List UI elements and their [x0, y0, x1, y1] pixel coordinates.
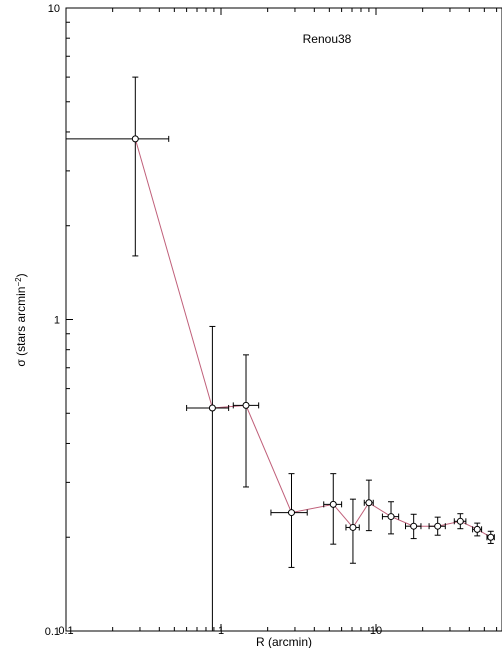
series-line [134, 138, 492, 538]
plot-area [65, 7, 502, 632]
data-point-marker [208, 404, 216, 412]
data-point-marker [365, 499, 373, 507]
data-point-marker [410, 522, 418, 530]
data-point-marker [456, 517, 464, 525]
y-axis-label-main: σ (stars arcmin [14, 287, 28, 367]
tick-labels: 0.1 1 10 0.1 1 10 [45, 3, 382, 638]
data-markers [131, 135, 495, 541]
axis-ticks [65, 7, 498, 632]
data-point-marker [329, 500, 337, 508]
data-point-marker [434, 522, 442, 530]
y-tick-label: 0.1 [45, 626, 60, 638]
plot-frame [65, 7, 502, 632]
y-tick-label: 10 [48, 3, 60, 15]
data-point-marker [473, 525, 481, 533]
y-axis-label-sup: −2 [14, 277, 23, 287]
data-point-marker [349, 523, 357, 531]
data-point-marker [387, 513, 395, 521]
data-point-marker [487, 533, 495, 541]
error-bars [65, 76, 495, 631]
data-point-marker [131, 135, 139, 143]
x-tick-label: 10 [370, 625, 382, 637]
x-tick-label: 0.1 [58, 625, 73, 637]
y-axis-label-close: ) [14, 273, 28, 277]
chart-title: Renou38 [303, 32, 352, 46]
y-axis-label: σ (stars arcmin−2) [14, 273, 29, 366]
x-axis-label: R (arcmin) [256, 635, 312, 648]
data-point-marker [288, 509, 296, 517]
y-tick-label: 1 [54, 315, 60, 327]
data-point-marker [242, 401, 250, 409]
x-tick-label: 1 [218, 625, 224, 637]
